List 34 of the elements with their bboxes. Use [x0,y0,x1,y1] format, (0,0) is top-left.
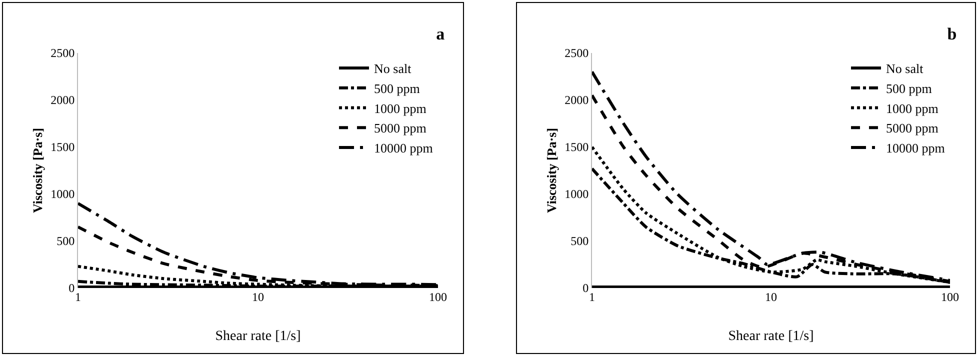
y-axis-title: Viscosity [Pa·s] [544,128,559,214]
x-tick-label: 10 [252,290,264,304]
legend-label: 10000 ppm [886,140,945,156]
y-tick-label: 0 [68,281,75,296]
x-tick-label: 100 [941,290,959,304]
y-tick-label: 2500 [50,46,75,60]
legend-label: 1000 ppm [886,100,938,116]
chart-title: a [436,24,446,44]
legend-label: 1000 ppm [374,100,426,116]
y-tick-label: 1500 [564,140,589,154]
legend-label: 5000 ppm [374,120,426,136]
y-tick-label: 2500 [564,46,589,60]
x-tick-label: 1 [589,290,595,304]
legend-label: No salt [886,61,924,76]
x-tick-label: 1 [75,290,81,304]
y-tick-label: 1000 [564,187,589,202]
y-tick-label: 500 [570,234,589,248]
legend-label: 500 ppm [374,80,420,96]
x-axis-title: Shear rate [1/s] [728,329,814,344]
y-tick-label: 1500 [50,140,75,154]
x-tick-label: 100 [429,290,447,304]
y-tick-label: 1000 [50,187,75,202]
x-axis-title: Shear rate [1/s] [215,329,301,344]
x-tick-label: 10 [765,290,777,304]
legend-label: 5000 ppm [886,120,938,136]
y-axis-title: Viscosity [Pa·s] [30,128,45,214]
y-tick-label: 500 [56,234,75,248]
legend-label: 10000 ppm [374,140,433,156]
legend-label: 500 ppm [886,80,932,96]
legend-label: No salt [374,61,412,76]
y-tick-label: 0 [582,281,589,296]
y-tick-label: 2000 [50,93,75,108]
chart-title: b [947,24,957,44]
y-tick-label: 2000 [564,93,589,108]
